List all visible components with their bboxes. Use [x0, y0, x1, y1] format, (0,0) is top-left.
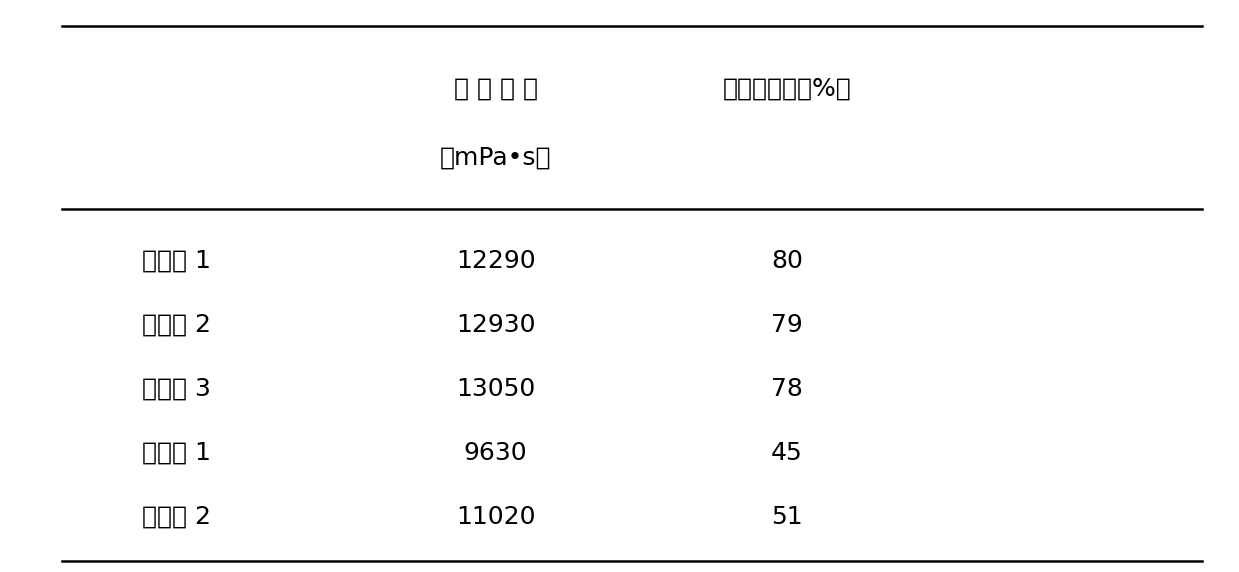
- Text: 粘度保留率（%）: 粘度保留率（%）: [722, 77, 851, 101]
- Text: 实施例 1: 实施例 1: [142, 249, 212, 273]
- Text: 实施例 2: 实施例 2: [142, 313, 212, 337]
- Text: （mPa•s）: （mPa•s）: [440, 145, 551, 169]
- Text: 实施例 3: 实施例 3: [142, 377, 212, 401]
- Text: 79: 79: [771, 313, 803, 337]
- Text: 80: 80: [771, 249, 803, 273]
- Text: 51: 51: [771, 505, 803, 529]
- Text: 12290: 12290: [456, 249, 535, 273]
- Text: 13050: 13050: [456, 377, 535, 401]
- Text: 9630: 9630: [463, 441, 528, 465]
- Text: 12930: 12930: [456, 313, 535, 337]
- Text: 对照例 2: 对照例 2: [142, 505, 212, 529]
- Text: 对照例 1: 对照例 1: [142, 441, 212, 465]
- Text: 11020: 11020: [456, 505, 535, 529]
- Text: 78: 78: [771, 377, 803, 401]
- Text: 白 浆 粘 度: 白 浆 粘 度: [453, 77, 538, 101]
- Text: 45: 45: [771, 441, 803, 465]
